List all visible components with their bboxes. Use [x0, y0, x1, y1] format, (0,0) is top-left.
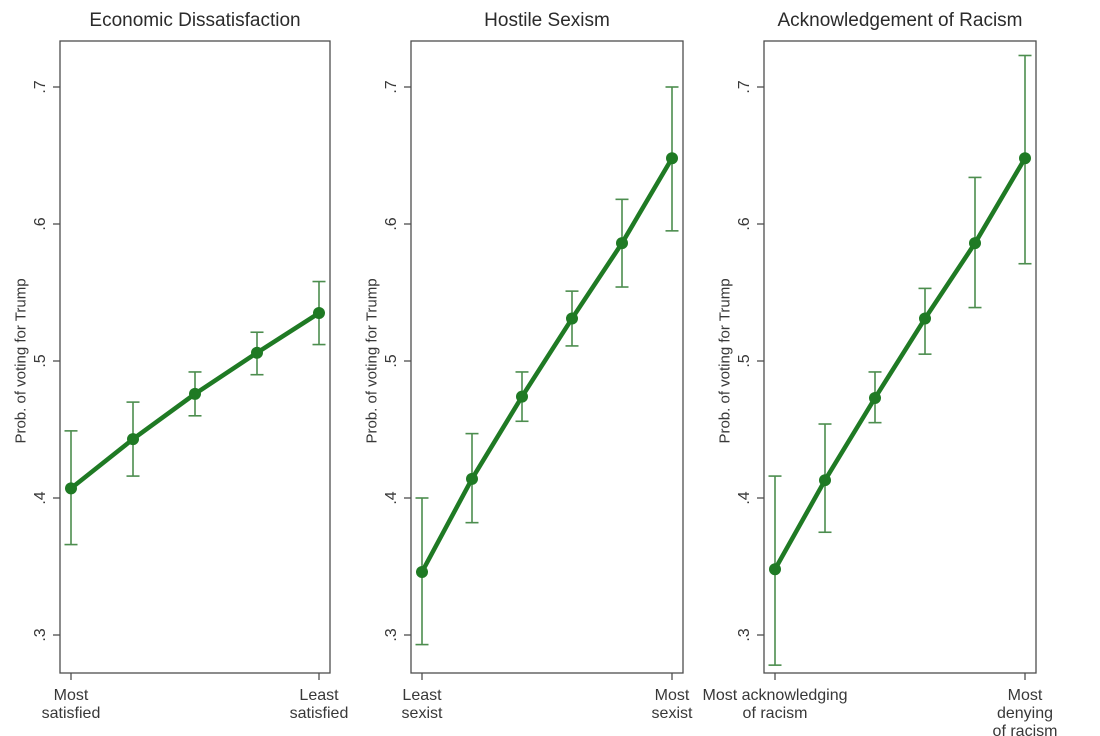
data-point [566, 312, 578, 325]
data-point [869, 391, 881, 404]
data-point [666, 152, 678, 165]
trend-line [772, 155, 1028, 572]
y-tick-label: .4 [736, 491, 753, 505]
y-tick-label: .6 [32, 217, 49, 231]
panel-title-economic-dissatisfaction: Economic Dissatisfaction [89, 10, 301, 31]
data-point [251, 346, 263, 359]
x-tick-label-last: Most sexist [651, 687, 693, 722]
y-tick-label: .3 [383, 628, 400, 642]
y-tick-label: .7 [32, 80, 49, 94]
y-axis-label: Prob. of voting for Trump [716, 278, 734, 444]
data-point [127, 433, 139, 446]
x-tick-label-last: Least satisfied [289, 687, 349, 722]
panel-frame [410, 40, 684, 674]
data-point [1019, 152, 1031, 165]
y-tick-label: .4 [32, 491, 49, 505]
panel-frame [59, 40, 331, 674]
data-point [969, 237, 981, 250]
data-point [769, 563, 781, 576]
y-tick-label: .5 [736, 354, 753, 368]
data-point [313, 307, 325, 320]
data-point [819, 474, 831, 487]
y-axis-label: Prob. of voting for Trump [12, 278, 30, 444]
panel-title-hostile-sexism: Hostile Sexism [484, 10, 610, 31]
y-tick-label: .7 [383, 80, 400, 94]
x-tick-label-first: Least sexist [401, 687, 443, 722]
data-point [65, 482, 77, 495]
data-point [189, 387, 201, 400]
y-tick-label: .6 [736, 217, 753, 231]
data-point [616, 237, 628, 250]
y-tick-label: .4 [383, 491, 400, 505]
data-point [919, 312, 931, 325]
y-tick-label: .7 [736, 80, 753, 94]
panel-title-acknowledgement-of-racism: Acknowledgement of Racism [777, 10, 1023, 31]
panel-frame [763, 40, 1037, 674]
data-point [416, 565, 428, 578]
y-tick-label: .3 [32, 628, 49, 642]
y-tick-label: .5 [32, 354, 49, 368]
x-tick-label-first: Most acknowledging of racism [702, 687, 848, 722]
y-axis-label: Prob. of voting for Trump [363, 278, 381, 444]
trend-line [419, 155, 675, 575]
x-tick-label-first: Most satisfied [41, 687, 101, 722]
y-tick-label: .3 [736, 628, 753, 642]
y-tick-label: .6 [383, 217, 400, 231]
x-tick-label-last: Most denying of racism [992, 687, 1058, 736]
data-point [466, 472, 478, 485]
y-tick-label: .5 [383, 354, 400, 368]
data-point [516, 390, 528, 403]
